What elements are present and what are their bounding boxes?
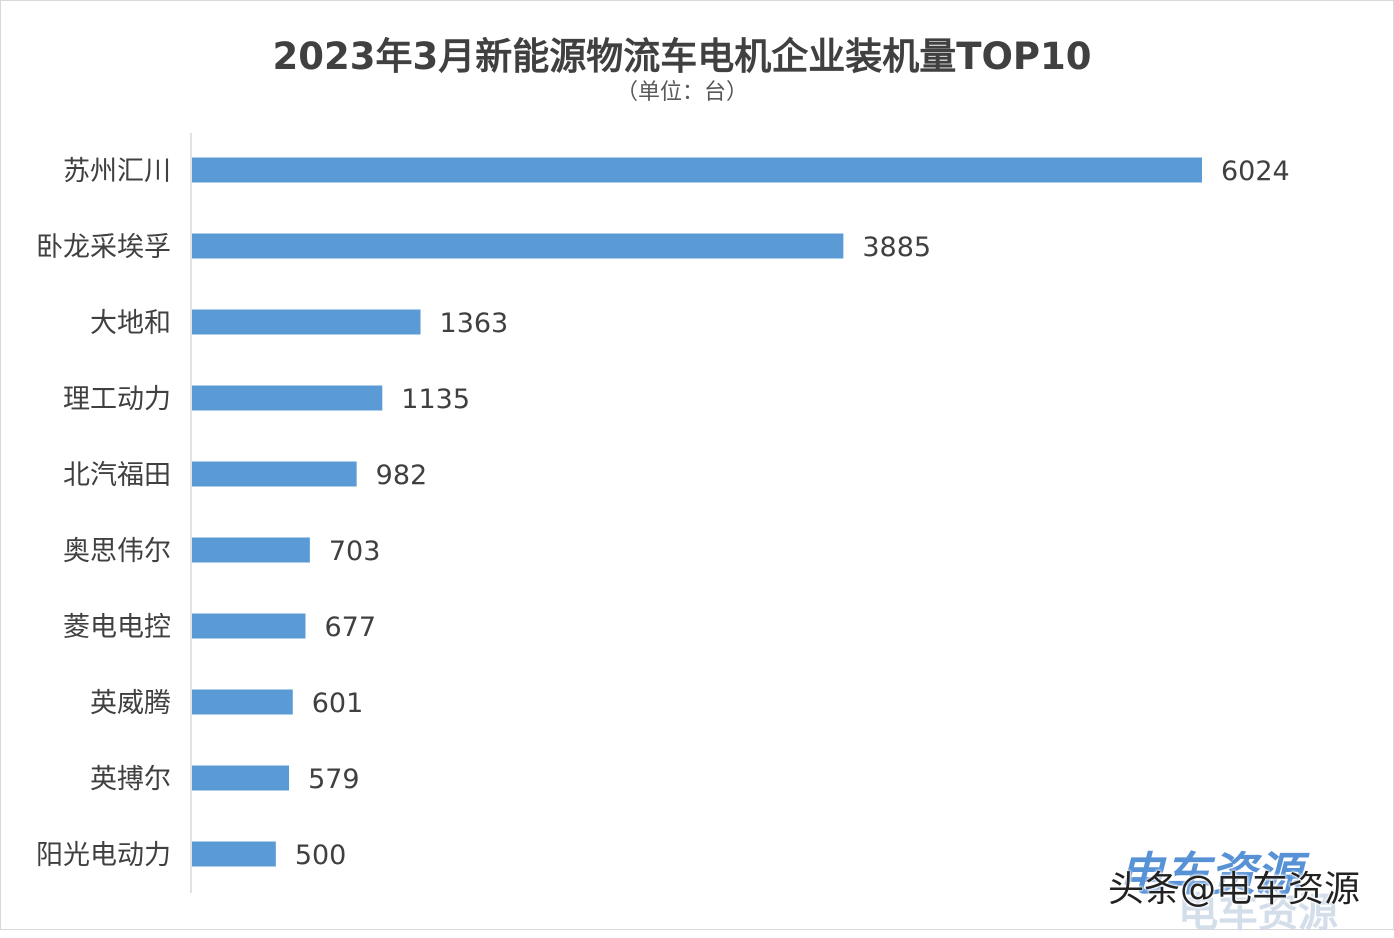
bar-9 xyxy=(192,765,290,791)
bar-8 xyxy=(192,689,293,715)
watermark-logo: 电车资源 xyxy=(1118,847,1302,901)
category-label-5: 北汽福田 xyxy=(63,460,171,491)
category-label-1: 苏州汇川 xyxy=(63,156,171,187)
bar-5 xyxy=(192,461,357,487)
bar-10 xyxy=(192,841,276,867)
value-label-7: 677 xyxy=(325,612,377,643)
bar-7 xyxy=(192,613,306,639)
category-label-2: 卧龙采埃孚 xyxy=(36,232,171,263)
value-label-9: 579 xyxy=(308,764,360,795)
category-label-7: 菱电电控 xyxy=(63,612,171,643)
value-label-1: 6024 xyxy=(1221,156,1290,187)
value-label-3: 1363 xyxy=(440,308,509,339)
value-label-4: 1135 xyxy=(401,384,470,415)
category-label-3: 大地和 xyxy=(90,308,171,339)
value-label-5: 982 xyxy=(376,460,428,491)
category-label-4: 理工动力 xyxy=(63,384,171,415)
bar-6 xyxy=(192,537,310,563)
watermark-logo-sub: 电车资源 xyxy=(1178,890,1338,936)
bar-4 xyxy=(192,385,383,411)
bar-1 xyxy=(192,157,1202,183)
chart-title: 2023年3月新能源物流车电机企业装机量TOP10 xyxy=(272,35,1092,78)
value-label-10: 500 xyxy=(295,840,347,871)
category-label-8: 英威腾 xyxy=(90,688,171,719)
bar-2 xyxy=(192,233,844,259)
bar-3 xyxy=(192,309,421,335)
category-label-10: 阳光电动力 xyxy=(36,840,171,871)
watermark-text: 头条@电车资源 xyxy=(1108,869,1361,910)
category-label-9: 英搏尔 xyxy=(90,764,171,795)
value-label-8: 601 xyxy=(312,688,364,719)
value-label-6: 703 xyxy=(329,536,381,567)
category-label-6: 奥思伟尔 xyxy=(63,536,171,567)
chart-subtitle: （单位：台） xyxy=(615,80,748,105)
value-label-2: 3885 xyxy=(862,232,931,263)
